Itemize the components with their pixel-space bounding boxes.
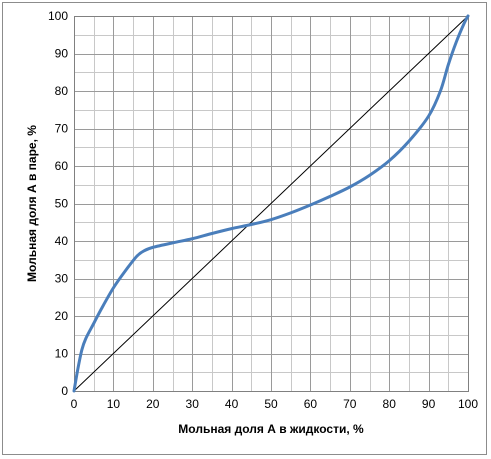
x-tick-label: 100 <box>458 397 478 411</box>
x-tick-label: 0 <box>71 397 78 411</box>
x-axis-title: Мольная доля А в жидкости, % <box>178 422 364 436</box>
x-tick-label: 90 <box>422 397 436 411</box>
x-tick-label: 80 <box>383 397 397 411</box>
y-tick-label: 70 <box>55 122 69 136</box>
y-tick-label: 50 <box>55 197 69 211</box>
series-layer <box>72 14 470 393</box>
plot-area-border <box>74 16 469 392</box>
diagonal-line <box>73 15 469 392</box>
y-tick-label: 20 <box>55 309 69 323</box>
x-tick-label: 60 <box>304 397 318 411</box>
x-tick-label: 50 <box>264 397 278 411</box>
y-tick-label: 100 <box>48 9 68 23</box>
y-tick-label: 80 <box>55 84 69 98</box>
y-tick-label: 10 <box>55 347 69 361</box>
y-tick-label: 30 <box>55 272 69 286</box>
y-tick-label: 60 <box>55 159 69 173</box>
equilibrium-curve-line <box>72 14 470 393</box>
y-axis-title: Мольная доля А в паре, % <box>25 125 39 282</box>
x-tick-label: 30 <box>186 397 200 411</box>
x-tick-label: 40 <box>225 397 239 411</box>
y-tick-label: 40 <box>55 234 69 248</box>
y-tick-labels: 0 10 20 30 40 50 60 70 80 90 100 <box>48 9 68 398</box>
x-tick-label: 20 <box>146 397 160 411</box>
x-tick-labels: 0 10 20 30 40 50 60 70 80 90 100 <box>71 397 479 411</box>
y-tick-label: 90 <box>55 47 69 61</box>
y-tick-label: 0 <box>61 384 68 398</box>
x-tick-label: 70 <box>343 397 357 411</box>
x-tick-label: 10 <box>107 397 121 411</box>
